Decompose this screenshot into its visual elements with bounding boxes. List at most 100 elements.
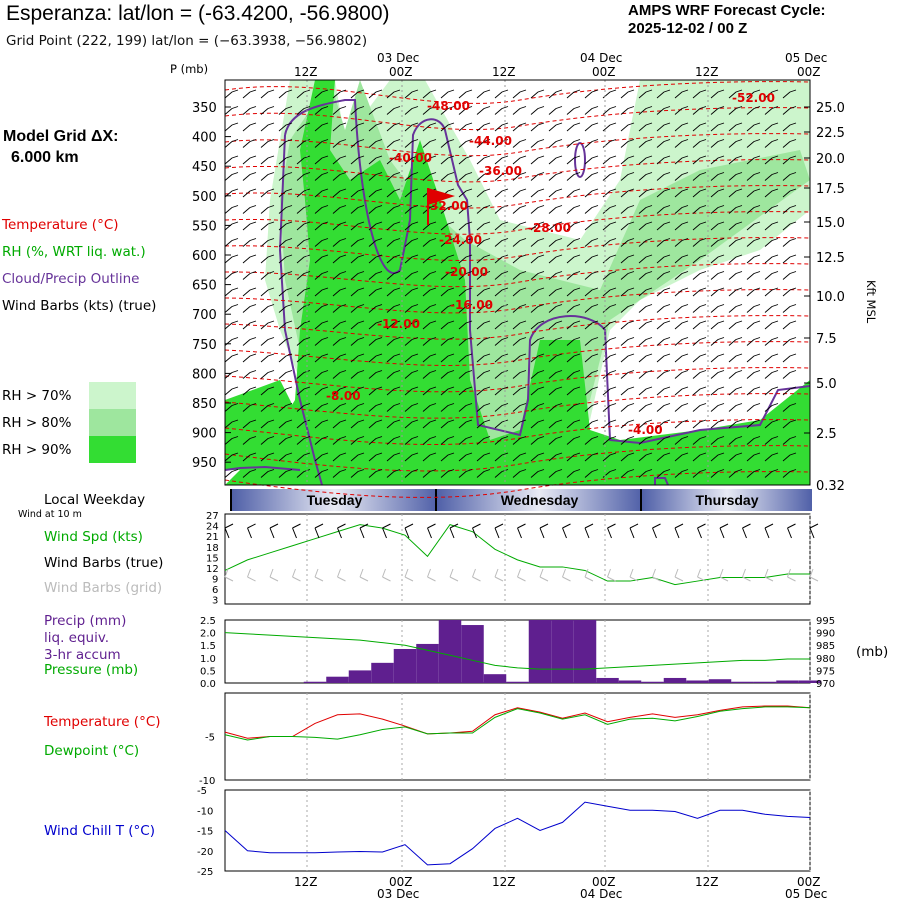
wind-barb — [728, 155, 743, 165]
wind-barb — [782, 271, 797, 280]
windchill-tick: -15 — [197, 827, 213, 838]
wind-barb — [638, 139, 653, 148]
wind-barb — [458, 304, 473, 313]
wind-barb — [548, 469, 563, 478]
wind-chill-label: Wind Chill T (°C) — [44, 823, 155, 839]
wind-barb — [386, 469, 401, 478]
wind-barb — [746, 386, 761, 396]
wind-barb — [656, 304, 671, 313]
wind-barb — [314, 386, 329, 396]
pressure-tick: 450 — [192, 160, 217, 175]
wind-barb — [764, 254, 779, 264]
wind-barb — [404, 238, 419, 247]
wind-barb — [224, 122, 239, 132]
wind-barb — [278, 254, 293, 264]
wind-barb — [656, 122, 671, 132]
windchill-tick: -20 — [197, 847, 213, 858]
wind-barb — [728, 436, 743, 445]
wind-barb — [764, 139, 779, 148]
wind-tick: 6 — [212, 585, 218, 596]
wind-barb — [260, 386, 275, 396]
wind-barb — [494, 172, 509, 181]
wind-barb — [422, 106, 437, 115]
wind-barb — [746, 106, 761, 115]
wind-barb — [764, 89, 779, 99]
wind-barb — [638, 188, 653, 198]
wind-barb-true — [359, 523, 369, 539]
wind-barb — [476, 89, 491, 99]
wind-barb-true — [314, 523, 324, 539]
wind-barb — [530, 89, 545, 99]
wind-barb — [710, 238, 725, 247]
wind-barb — [332, 403, 347, 412]
bottom-date-label: 04 Dec — [580, 887, 622, 900]
wind-barb — [422, 469, 437, 478]
wind-barb — [314, 419, 329, 429]
wind-barb — [440, 155, 455, 165]
wind-barb-true — [584, 523, 594, 539]
wind-barb — [332, 353, 347, 363]
wind-barb — [746, 271, 761, 280]
wind-barb — [638, 89, 653, 99]
wind-barb — [620, 271, 635, 280]
wind-barb — [656, 452, 671, 462]
isotherm-label: -28.00 — [528, 221, 571, 235]
wind-barb — [728, 304, 743, 313]
wind-barb — [458, 188, 473, 198]
wind-barb — [548, 139, 563, 148]
wind-barb — [530, 155, 545, 165]
wind-barb — [746, 254, 761, 264]
wind-barb — [260, 304, 275, 313]
wind-barb — [458, 419, 473, 429]
precip-bar — [528, 620, 552, 683]
wind-barb — [350, 188, 365, 198]
wind-barb — [242, 469, 257, 478]
wind-barb — [710, 436, 725, 445]
wind-barb — [764, 221, 779, 231]
wind-barb — [638, 155, 653, 165]
wind-barb — [764, 436, 779, 445]
wind-barb — [656, 353, 671, 363]
wind-barb — [692, 386, 707, 396]
kft-tick: 22.5 — [816, 126, 845, 141]
wind-barb — [242, 287, 257, 297]
wind-barb — [404, 320, 419, 330]
wind-barb — [584, 320, 599, 330]
wind-barb — [746, 122, 761, 132]
wind-barb — [368, 370, 383, 379]
wind-barb — [314, 452, 329, 462]
wind-barb — [260, 122, 275, 132]
wind-barb — [584, 139, 599, 148]
pressure-axis-label: P (mb) — [170, 62, 209, 76]
wind-barb — [638, 304, 653, 313]
wind-barb — [422, 287, 437, 297]
kft-tick: 12.5 — [816, 251, 845, 266]
wind-barb-true — [742, 523, 751, 539]
wind-barb — [638, 287, 653, 297]
wind-barb — [782, 254, 797, 264]
wind-barb — [494, 106, 509, 115]
wind-barb — [422, 122, 437, 132]
wind-barb — [242, 271, 257, 280]
wind-barb — [656, 89, 671, 99]
precip-tick: 2.0 — [200, 629, 216, 640]
wind-barb — [764, 122, 779, 132]
wind-barb — [548, 238, 563, 247]
wind-barb — [494, 287, 509, 297]
wind-barb — [476, 205, 491, 214]
wind-barb — [764, 337, 779, 346]
temp-panel-frame — [224, 692, 811, 781]
wind-barb — [692, 188, 707, 198]
wind-barb-true — [764, 523, 774, 539]
wind-barb — [260, 188, 275, 198]
precip-bar — [393, 648, 417, 683]
wind-barb — [476, 469, 491, 478]
wind-barb — [458, 106, 473, 115]
wind-barb — [746, 205, 761, 214]
wind-barb — [314, 155, 329, 165]
wind-barb — [332, 89, 347, 99]
wind-barb — [746, 155, 761, 165]
wind-barb — [404, 254, 419, 264]
wind-barb — [332, 172, 347, 181]
wind-barb — [224, 155, 239, 165]
